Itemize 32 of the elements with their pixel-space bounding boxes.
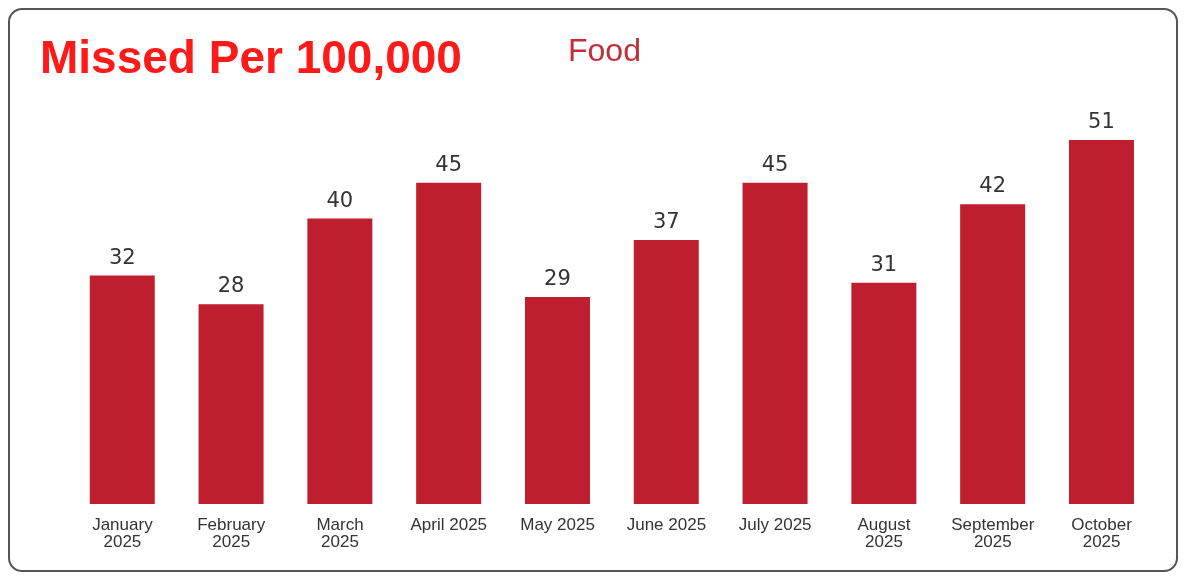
x-tick-label: July 2025: [738, 515, 812, 535]
x-tick-label: January 2025: [92, 515, 154, 552]
chart-subtitle: Food: [568, 32, 641, 69]
data-label: 28: [217, 273, 245, 298]
data-label: 31: [870, 251, 898, 276]
data-label: 32: [108, 244, 136, 269]
data-label: 40: [326, 187, 354, 212]
bar: [307, 218, 373, 504]
bar: [1068, 140, 1134, 504]
bar: [524, 297, 590, 504]
x-tick-label: April 2025: [410, 515, 488, 535]
bar: [198, 304, 264, 504]
data-label: 29: [544, 266, 571, 291]
data-label: 45: [761, 151, 789, 176]
bar: [416, 182, 482, 504]
data-label: 42: [979, 173, 1007, 198]
x-tick-label: October 2025: [1071, 515, 1133, 552]
x-tick-label: May 2025: [520, 515, 595, 535]
bar: [851, 282, 917, 504]
data-label: 37: [652, 208, 680, 233]
bar: [742, 182, 808, 504]
x-tick-label: February 2025: [197, 515, 266, 552]
data-label: 51: [1088, 109, 1115, 133]
bar: [633, 239, 699, 504]
data-label: 45: [435, 151, 463, 176]
x-tick-label: August 2025: [857, 515, 911, 552]
chart-title: Missed Per 100,000: [40, 30, 462, 84]
bar: [89, 275, 155, 504]
bar: [960, 204, 1026, 504]
x-tick-label: March 2025: [316, 515, 364, 552]
x-tick-label: September 2025: [951, 515, 1035, 552]
x-tick-label: June 2025: [626, 515, 707, 535]
